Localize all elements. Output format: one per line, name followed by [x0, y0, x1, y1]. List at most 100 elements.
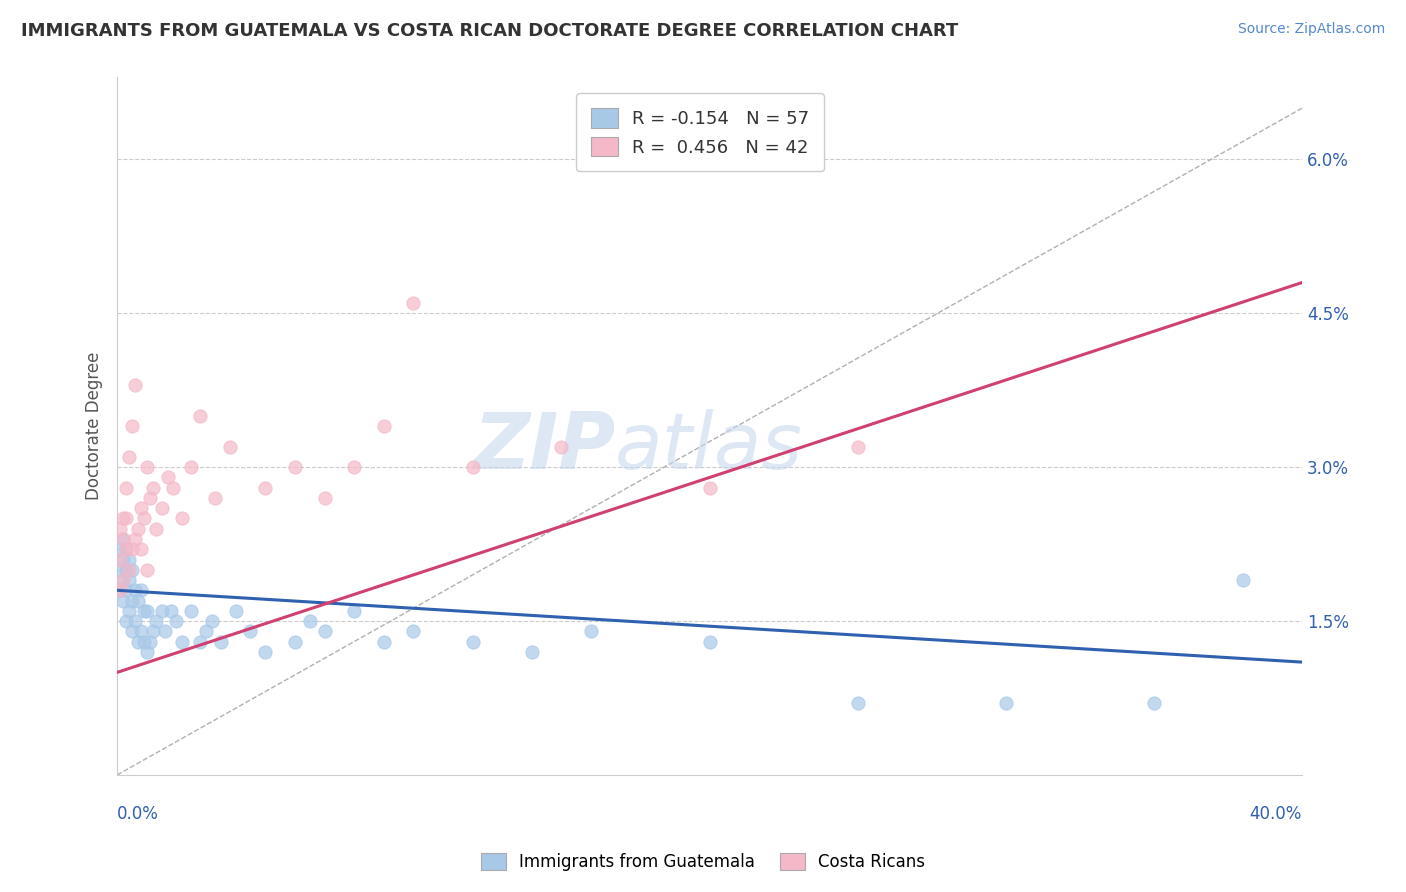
Point — [165, 614, 187, 628]
Text: ZIP: ZIP — [472, 409, 614, 485]
Point — [145, 522, 167, 536]
Point — [298, 614, 321, 628]
Point — [121, 593, 143, 607]
Point — [127, 593, 149, 607]
Point — [115, 614, 138, 628]
Point — [115, 542, 138, 557]
Point — [142, 481, 165, 495]
Point — [118, 450, 141, 464]
Point — [225, 604, 247, 618]
Point — [121, 563, 143, 577]
Point — [129, 501, 152, 516]
Point — [129, 542, 152, 557]
Point — [112, 532, 135, 546]
Point — [124, 378, 146, 392]
Point — [115, 511, 138, 525]
Point — [112, 511, 135, 525]
Point — [127, 522, 149, 536]
Text: atlas: atlas — [614, 409, 803, 485]
Point — [108, 583, 131, 598]
Point — [550, 440, 572, 454]
Point — [118, 552, 141, 566]
Point — [124, 583, 146, 598]
Point — [373, 634, 395, 648]
Point — [994, 696, 1017, 710]
Point — [284, 460, 307, 475]
Point — [108, 552, 131, 566]
Point — [135, 604, 157, 618]
Point — [1232, 573, 1254, 587]
Point — [108, 522, 131, 536]
Legend: Immigrants from Guatemala, Costa Ricans: Immigrants from Guatemala, Costa Ricans — [472, 845, 934, 880]
Point — [118, 604, 141, 618]
Point — [121, 419, 143, 434]
Point — [139, 634, 162, 648]
Point — [520, 645, 543, 659]
Point — [121, 542, 143, 557]
Point — [180, 604, 202, 618]
Point — [115, 481, 138, 495]
Point — [142, 624, 165, 639]
Point — [402, 624, 425, 639]
Point — [254, 645, 277, 659]
Point — [188, 409, 211, 423]
Point — [124, 532, 146, 546]
Point — [218, 440, 240, 454]
Point — [132, 634, 155, 648]
Point — [209, 634, 232, 648]
Point — [284, 634, 307, 648]
Point — [135, 645, 157, 659]
Point — [108, 542, 131, 557]
Point — [156, 470, 179, 484]
Point — [145, 614, 167, 628]
Text: 0.0%: 0.0% — [117, 805, 159, 823]
Point — [132, 511, 155, 525]
Point — [108, 563, 131, 577]
Point — [162, 481, 184, 495]
Point — [699, 634, 721, 648]
Text: 40.0%: 40.0% — [1250, 805, 1302, 823]
Point — [150, 501, 173, 516]
Y-axis label: Doctorate Degree: Doctorate Degree — [86, 352, 103, 500]
Point — [135, 460, 157, 475]
Point — [314, 624, 336, 639]
Point — [129, 583, 152, 598]
Point — [121, 624, 143, 639]
Point — [172, 511, 194, 525]
Point — [112, 593, 135, 607]
Point — [201, 614, 224, 628]
Point — [112, 573, 135, 587]
Point — [159, 604, 181, 618]
Point — [172, 634, 194, 648]
Point — [115, 542, 138, 557]
Point — [239, 624, 262, 639]
Point — [124, 614, 146, 628]
Point — [254, 481, 277, 495]
Point — [118, 563, 141, 577]
Point — [112, 532, 135, 546]
Point — [343, 604, 366, 618]
Point — [112, 573, 135, 587]
Point — [846, 440, 869, 454]
Point — [195, 624, 218, 639]
Point — [402, 296, 425, 310]
Point — [461, 634, 484, 648]
Point — [129, 624, 152, 639]
Point — [153, 624, 176, 639]
Point — [204, 491, 226, 505]
Legend: R = -0.154   N = 57, R =  0.456   N = 42: R = -0.154 N = 57, R = 0.456 N = 42 — [576, 94, 824, 171]
Point — [579, 624, 602, 639]
Point — [127, 634, 149, 648]
Point — [150, 604, 173, 618]
Text: Source: ZipAtlas.com: Source: ZipAtlas.com — [1237, 22, 1385, 37]
Point — [188, 634, 211, 648]
Point — [314, 491, 336, 505]
Point — [180, 460, 202, 475]
Point — [373, 419, 395, 434]
Point — [115, 583, 138, 598]
Point — [343, 460, 366, 475]
Point — [699, 481, 721, 495]
Point — [112, 552, 135, 566]
Point — [118, 573, 141, 587]
Point — [132, 604, 155, 618]
